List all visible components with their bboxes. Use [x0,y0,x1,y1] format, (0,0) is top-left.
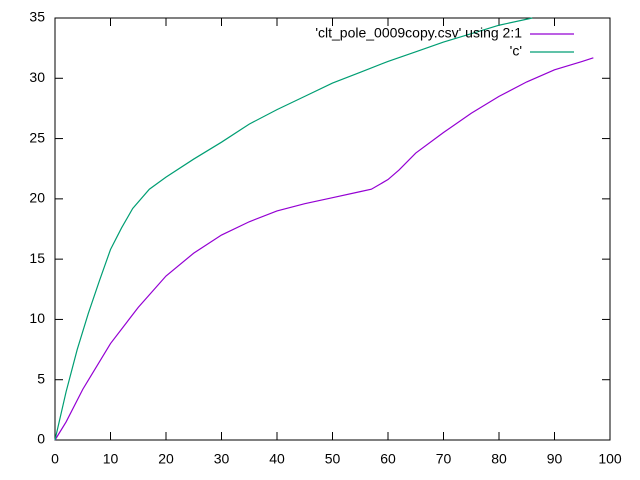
y-tick-label: 15 [29,250,45,266]
x-tick-label: 40 [269,451,285,467]
y-tick-label: 0 [37,431,45,447]
x-tick-label: 90 [547,451,563,467]
x-tick-label: 60 [380,451,396,467]
y-tick-label: 25 [29,129,45,145]
y-tick-label: 20 [29,190,45,206]
series-line [54,57,594,441]
x-tick-label: 50 [325,451,341,467]
x-tick-label: 80 [491,451,507,467]
x-tick-label: 70 [436,451,452,467]
y-tick-label: 10 [29,310,45,326]
legend-label: 'c' [510,43,522,59]
x-tick-label: 0 [51,451,59,467]
x-tick-label: 30 [214,451,230,467]
x-tick-label: 10 [103,451,119,467]
series-line [54,17,533,441]
legend-label: 'clt_pole_0009copy.csv' using 2:1 [315,25,522,41]
y-tick-label: 5 [37,370,45,386]
x-tick-label: 20 [158,451,174,467]
x-tick-label: 100 [598,451,622,467]
y-tick-label: 30 [29,69,45,85]
y-tick-label: 35 [29,9,45,25]
